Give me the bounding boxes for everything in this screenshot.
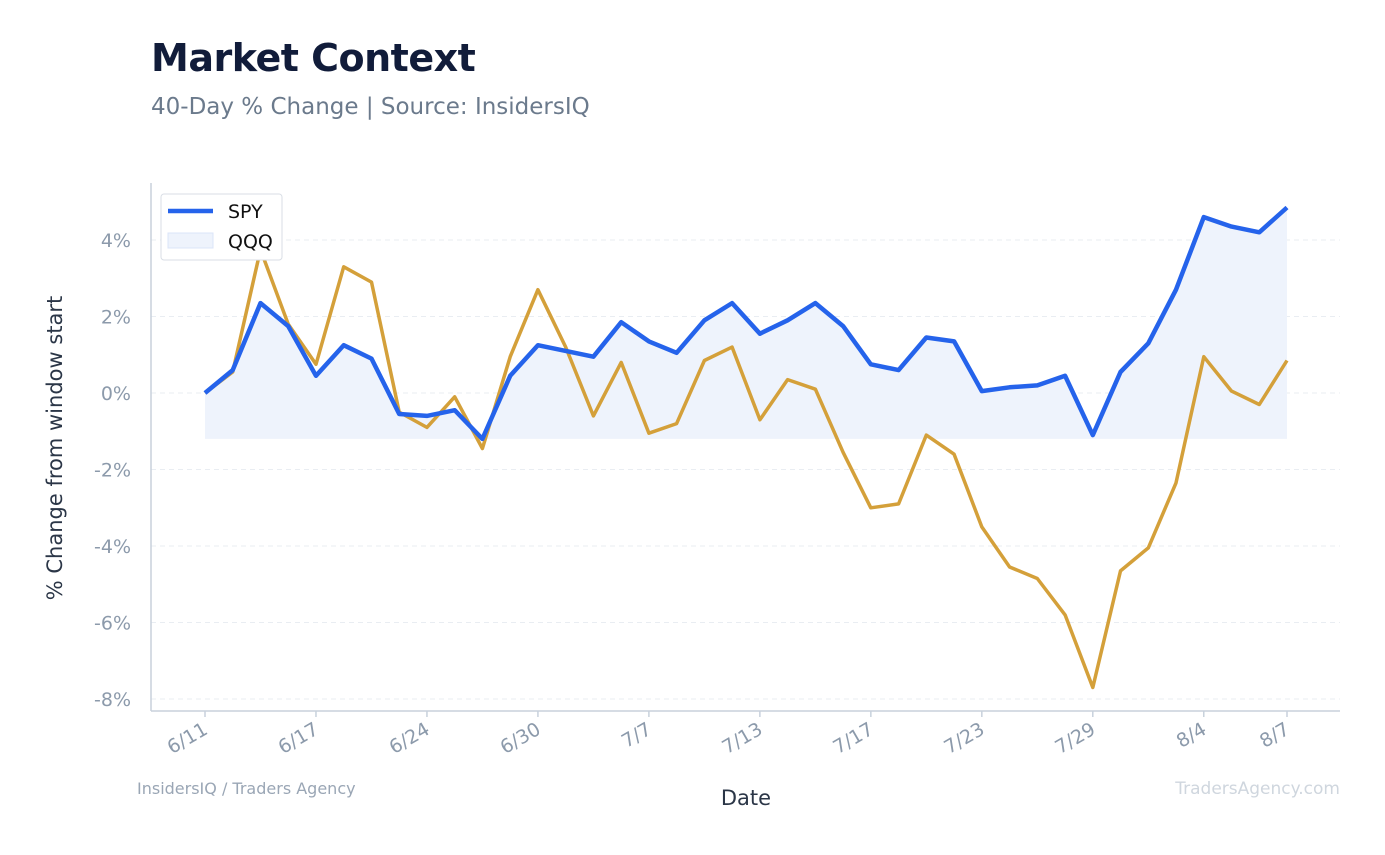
x-tick-label: 7/7 — [618, 718, 655, 752]
legend: SPY QQQ — [160, 193, 283, 261]
chart-subtitle: 40-Day % Change | Source: InsidersIQ — [151, 94, 590, 120]
y-axis-label: % Change from window start — [43, 296, 67, 601]
x-tick-label: 7/29 — [1051, 718, 1099, 758]
x-tick-label: 6/11 — [164, 718, 212, 758]
y-tick-label: -4% — [94, 536, 131, 558]
chart-title: Market Context — [151, 36, 476, 80]
y-tick-labels: 4% 2% 0% -2% -4% -6% -8% — [94, 230, 131, 711]
x-tick-labels: 6/11 6/17 6/24 6/30 7/7 7/13 7/17 7/23 7/29 8/4 8/… — [164, 718, 1294, 758]
gridlines — [151, 239, 1340, 700]
x-tick-label: 7/17 — [829, 718, 877, 758]
qqq-series-line — [203, 247, 1289, 690]
legend-swatch-qqq — [167, 232, 214, 249]
x-axis-label: Date — [721, 786, 771, 810]
y-tick-label: -6% — [94, 613, 131, 635]
x-tick-label: 7/23 — [940, 718, 988, 758]
y-tick-label: 0% — [101, 383, 131, 405]
x-tick-label: 6/17 — [275, 718, 323, 758]
spy-series-line — [203, 205, 1289, 442]
x-tick-label: 7/13 — [718, 718, 766, 758]
footer-credit: InsidersIQ / Traders Agency — [137, 779, 356, 798]
footer-watermark: TradersAgency.com — [1175, 779, 1340, 799]
y-tick-label: 4% — [101, 230, 131, 252]
x-tick-label: 8/4 — [1173, 718, 1210, 752]
y-tick-label: 2% — [101, 307, 131, 329]
spy-area-fill — [205, 207, 1287, 439]
x-tick-label: 8/7 — [1256, 718, 1293, 752]
y-tick-label: -2% — [94, 460, 131, 482]
x-tick-label: 6/24 — [385, 718, 433, 758]
axes — [150, 183, 1340, 717]
legend-label-spy: SPY — [228, 201, 263, 223]
x-tick-label: 6/30 — [496, 718, 544, 758]
y-tick-label: -8% — [94, 689, 131, 711]
legend-label-qqq: QQQ — [228, 231, 273, 253]
